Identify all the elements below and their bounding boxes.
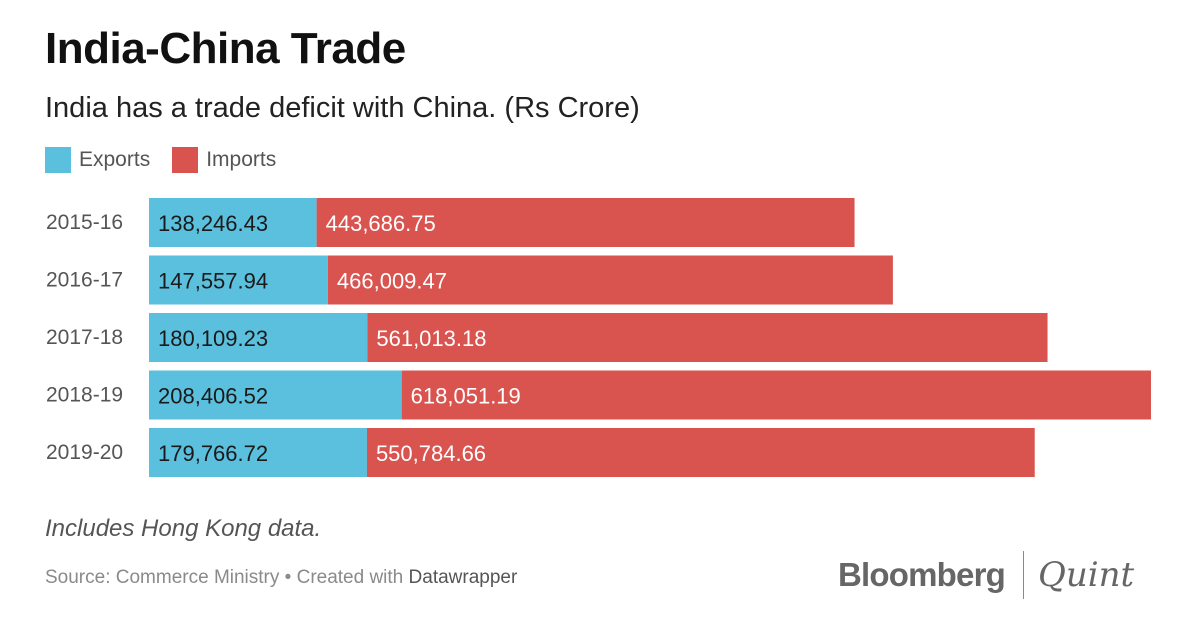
- logo-bloomberg: Bloomberg: [838, 556, 1006, 593]
- chart-title: India-China Trade: [45, 24, 406, 73]
- bar-exports-2018-19: [149, 370, 402, 420]
- chart-subtitle: India has a trade deficit with China. (R…: [45, 92, 640, 124]
- chart-note: Includes Hong Kong data.: [45, 515, 322, 542]
- data-label-exports: 180,109.23: [158, 326, 268, 351]
- category-label: 2019-20: [46, 441, 123, 464]
- data-label-imports: 561,013.18: [376, 326, 486, 351]
- data-label-imports: 618,051.19: [411, 384, 521, 409]
- bar-exports-2017-18: [149, 313, 368, 362]
- data-label-exports: 179,766.72: [158, 441, 268, 466]
- bar-imports-2017-18: [367, 313, 1048, 362]
- data-label-imports: 466,009.47: [337, 269, 447, 294]
- legend-item-exports: Exports: [45, 147, 150, 173]
- legend-label-imports: Imports: [206, 148, 277, 171]
- bar-exports-2016-17: [149, 255, 328, 305]
- category-label: 2017-18: [46, 326, 123, 349]
- bar-imports-2016-17: [327, 255, 893, 305]
- data-label-imports: 443,686.75: [326, 211, 436, 236]
- logo-divider: [1022, 551, 1024, 599]
- stacked-bar-chart: 2015-16 138,246.43 443,686.75 2016-17 147,55…: [46, 198, 1151, 477]
- bar-exports-2015-16: [149, 198, 317, 247]
- category-label: 2015-16: [46, 211, 123, 234]
- data-label-imports: 550,784.66: [376, 441, 486, 466]
- bar-imports-2018-19: [401, 370, 1151, 420]
- legend: Exports Imports: [45, 147, 298, 173]
- bar-exports-2019-20: [149, 428, 367, 477]
- data-label-exports: 147,557.94: [158, 269, 268, 294]
- category-label: 2016-17: [46, 269, 123, 292]
- data-label-exports: 138,246.43: [158, 211, 268, 236]
- source-line: Source: Commerce Ministry • Created with…: [45, 567, 517, 589]
- bar-imports-2019-20: [366, 428, 1035, 477]
- legend-item-imports: Imports: [172, 147, 276, 173]
- category-label: 2018-19: [46, 384, 123, 407]
- logo-quint: Quint: [1037, 555, 1135, 595]
- data-label-exports: 208,406.52: [158, 384, 268, 409]
- bar-imports-2015-16: [316, 198, 855, 247]
- source-text: Source: Commerce Ministry • Created with: [45, 567, 409, 588]
- legend-swatch-imports: [172, 147, 199, 173]
- bloomberg-quint-logo: Bloomberg Quint: [838, 548, 1134, 602]
- legend-label-exports: Exports: [79, 148, 151, 171]
- datawrapper-link[interactable]: Datawrapper: [408, 567, 518, 588]
- legend-swatch-exports: [45, 147, 71, 173]
